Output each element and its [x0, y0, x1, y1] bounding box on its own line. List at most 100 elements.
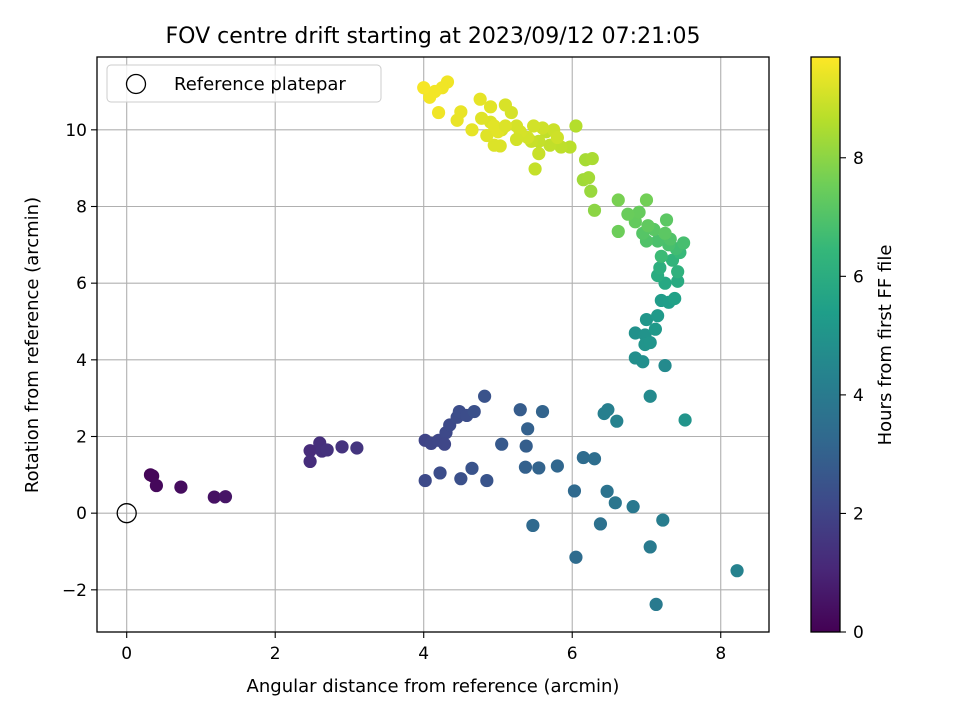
data-point	[174, 480, 188, 494]
data-point	[569, 119, 583, 133]
chart-title: FOV centre drift starting at 2023/09/12 …	[166, 24, 701, 49]
data-point	[659, 213, 674, 227]
y-tick-label: 2	[76, 428, 87, 448]
data-point	[467, 404, 481, 419]
data-point	[335, 440, 349, 454]
data-point	[643, 389, 657, 403]
y-axis: −2 0 2 4 6 8 10	[62, 121, 97, 601]
data-point	[569, 550, 583, 564]
y-tick-label: 10	[65, 121, 87, 141]
data-point	[303, 454, 317, 469]
data-point	[498, 119, 512, 133]
data-point	[668, 291, 682, 306]
data-point	[303, 444, 317, 458]
data-point	[350, 441, 364, 455]
data-point	[567, 484, 582, 498]
data-point	[636, 355, 650, 369]
data-point	[643, 335, 657, 350]
data-point	[611, 193, 625, 207]
data-point	[450, 113, 464, 127]
data-point	[610, 414, 624, 428]
data-point	[587, 203, 602, 217]
data-point	[487, 138, 501, 152]
colorbar-tick-label: 0	[853, 623, 864, 643]
legend-box	[106, 64, 382, 103]
colorbar: 0 2 4 6 8 Hours from first FF file	[810, 56, 896, 643]
data-point	[671, 265, 685, 279]
data-point	[454, 472, 468, 486]
data-point	[626, 500, 640, 514]
data-point	[671, 274, 685, 288]
data-point	[654, 249, 668, 263]
y-tick-label: 4	[76, 351, 87, 371]
y-tick-label: −2	[62, 581, 87, 601]
colorbar-label: Hours from first FF file	[875, 245, 896, 446]
data-point	[639, 193, 654, 207]
data-point	[473, 92, 487, 106]
legend-reference-marker	[125, 73, 147, 95]
data-point	[417, 81, 431, 95]
plot-frame	[96, 56, 770, 633]
data-point	[521, 422, 535, 436]
reference-marker-group	[116, 503, 137, 524]
data-point	[532, 147, 546, 161]
data-point	[643, 540, 657, 554]
data-point	[550, 130, 564, 145]
data-point	[587, 452, 602, 466]
x-tick-label: 2	[270, 644, 281, 664]
legend: Reference platepar	[106, 64, 382, 103]
data-point	[513, 403, 527, 417]
data-point	[207, 490, 221, 504]
data-point	[528, 162, 542, 176]
data-point	[480, 473, 494, 488]
y-axis-label: Rotation from reference (arcmin)	[22, 197, 43, 493]
data-point	[601, 403, 615, 417]
data-point	[532, 461, 546, 475]
colorbar-tick-label: 8	[853, 149, 864, 169]
y-tick-label: 8	[76, 198, 87, 218]
data-point	[653, 261, 667, 275]
data-point	[658, 226, 672, 240]
data-point	[600, 484, 614, 498]
data-point	[576, 450, 590, 465]
y-tick-label: 0	[76, 504, 87, 524]
data-point	[611, 224, 625, 239]
data-point	[608, 496, 622, 510]
data-point	[658, 358, 672, 373]
colorbar-tick-label: 4	[853, 386, 864, 406]
data-point	[218, 490, 233, 504]
colorbar-ticks: 0 2 4 6 8	[840, 149, 864, 643]
data-point	[677, 236, 691, 250]
data-point	[519, 439, 533, 453]
x-axis-label: Angular distance from reference (arcmin)	[247, 676, 620, 697]
data-point	[483, 100, 498, 114]
data-point	[509, 132, 524, 147]
colorbar-tick-label: 6	[853, 267, 864, 287]
data-point	[656, 513, 670, 527]
data-point	[437, 437, 452, 451]
data-point	[431, 105, 446, 120]
x-tick-label: 8	[715, 644, 726, 664]
data-point	[535, 404, 550, 419]
x-tick-label: 0	[121, 644, 132, 664]
x-tick-label: 4	[418, 644, 429, 664]
data-point	[498, 98, 512, 112]
data-point	[581, 171, 596, 185]
data-point	[465, 461, 479, 475]
data-point	[480, 128, 494, 143]
colorbar-gradient	[810, 56, 841, 633]
data-point	[478, 389, 492, 403]
data-point	[518, 460, 533, 474]
x-tick-label: 6	[567, 644, 578, 664]
colorbar-tick-label: 2	[853, 504, 864, 524]
data-point	[423, 90, 437, 104]
data-points	[143, 75, 744, 612]
data-point	[320, 443, 334, 457]
data-point	[149, 478, 164, 493]
data-point	[648, 322, 662, 336]
grid	[97, 57, 769, 632]
data-point	[641, 219, 655, 233]
data-point	[632, 205, 646, 219]
data-point	[585, 151, 599, 166]
